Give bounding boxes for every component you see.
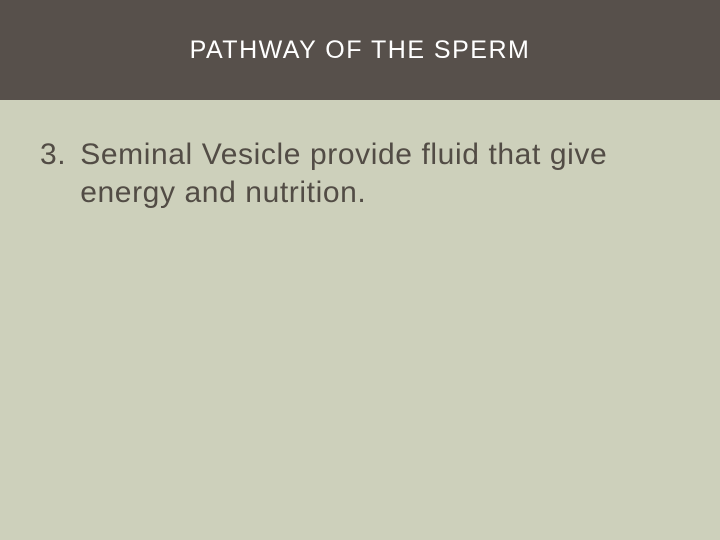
slide-title-bar: PATHWAY OF THE SPERM [0,0,720,100]
list-item-text: Seminal Vesicle provide fluid that give … [80,136,680,211]
list-item: 3. Seminal Vesicle provide fluid that gi… [40,136,680,211]
slide-title: PATHWAY OF THE SPERM [190,36,531,65]
slide-body: 3. Seminal Vesicle provide fluid that gi… [0,100,720,540]
list-item-number: 3. [40,136,80,174]
slide: PATHWAY OF THE SPERM 3. Seminal Vesicle … [0,0,720,540]
